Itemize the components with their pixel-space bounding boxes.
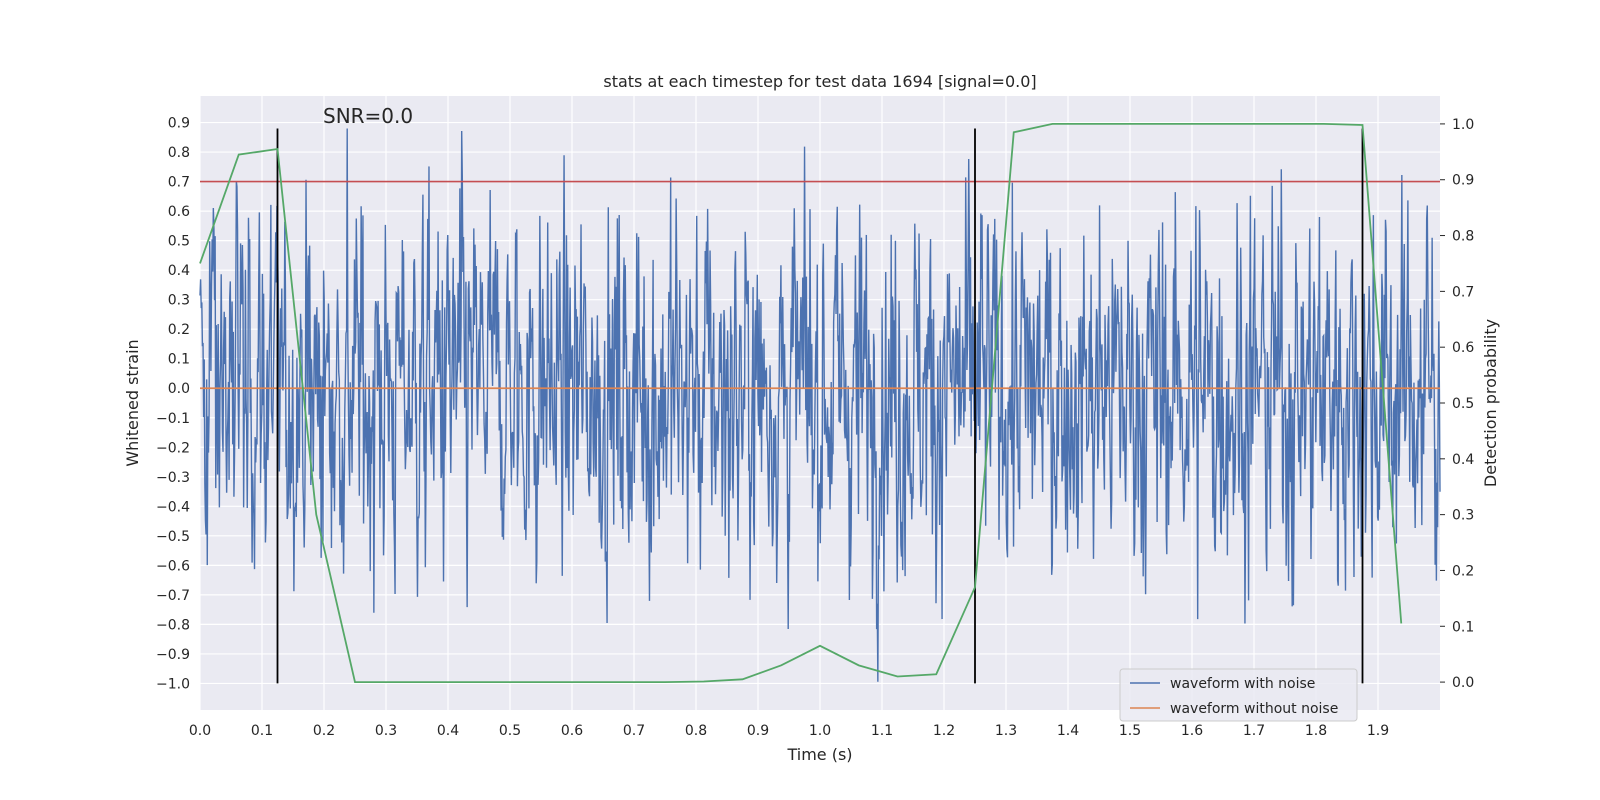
y-tick-label: 0.0 bbox=[168, 381, 190, 397]
y2-tick-label: 0.6 bbox=[1452, 340, 1474, 356]
x-tick-label: 0.6 bbox=[561, 723, 583, 739]
x-tick-label: 1.3 bbox=[995, 723, 1017, 739]
y2-tick-label: 0.4 bbox=[1452, 452, 1474, 468]
y-tick-label: 0.4 bbox=[168, 263, 190, 279]
series-detection-probability bbox=[199, 123, 1403, 683]
y2-tick-label: 1.0 bbox=[1452, 117, 1474, 133]
y2-tick-label: 0.1 bbox=[1452, 619, 1474, 635]
snr-annotation: SNR=0.0 bbox=[323, 104, 413, 128]
x-tick-label: 0.0 bbox=[189, 723, 211, 739]
y2-tick-label: 0.8 bbox=[1452, 229, 1474, 245]
legend-label-noise: waveform with noise bbox=[1170, 676, 1315, 692]
x-tick-label: 0.7 bbox=[623, 723, 645, 739]
y2-tick-label: 0.7 bbox=[1452, 284, 1474, 300]
x-tick-label: 1.7 bbox=[1243, 723, 1265, 739]
y2-tick-label: 0.3 bbox=[1452, 508, 1474, 524]
x-tick-label: 0.5 bbox=[499, 723, 521, 739]
x-tick-label: 0.2 bbox=[313, 723, 335, 739]
y-tick-label: 0.1 bbox=[168, 352, 190, 368]
y-tick-label: −0.6 bbox=[156, 558, 190, 574]
x-axis-label: Time (s) bbox=[786, 745, 852, 764]
y2-axis-ticks: 1.0 0.9 0.8 0.7 0.6 0.5 0.4 0.3 0.2 0.1 0.0 bbox=[1440, 117, 1474, 691]
y-tick-label: 0.9 bbox=[168, 116, 190, 132]
y-axis-label: Whitened strain bbox=[123, 339, 142, 466]
y-tick-label: 0.5 bbox=[168, 234, 190, 250]
y-tick-label: −0.1 bbox=[156, 411, 190, 427]
y-tick-label: −0.8 bbox=[156, 617, 190, 633]
x-tick-label: 1.1 bbox=[871, 723, 893, 739]
y2-tick-label: 0.2 bbox=[1452, 563, 1474, 579]
y-tick-label: 0.3 bbox=[168, 293, 190, 309]
x-tick-label: 0.8 bbox=[685, 723, 707, 739]
y-tick-label: 0.2 bbox=[168, 322, 190, 338]
y-tick-label: −0.2 bbox=[156, 440, 190, 456]
x-tick-label: 1.9 bbox=[1367, 723, 1389, 739]
y2-tick-label: 0.5 bbox=[1452, 396, 1474, 412]
y-tick-label: −1.0 bbox=[156, 676, 190, 692]
x-tick-label: 1.6 bbox=[1181, 723, 1203, 739]
grid bbox=[199, 96, 1440, 710]
legend-box bbox=[1119, 668, 1358, 722]
legend: waveform with noise waveform without noi… bbox=[1119, 668, 1358, 722]
x-axis-ticks: 0.0 0.1 0.2 0.3 0.4 0.5 0.6 0.7 0.8 0.9 1.0 1.1 1.2 1… bbox=[189, 723, 1389, 739]
y-tick-label: −0.9 bbox=[156, 647, 190, 663]
y-tick-label: −0.7 bbox=[156, 588, 190, 604]
series-waveform-with-noise bbox=[199, 128, 1441, 682]
y-tick-label: −0.3 bbox=[156, 470, 190, 486]
x-tick-label: 0.1 bbox=[251, 723, 273, 739]
y-tick-label: 0.7 bbox=[168, 175, 190, 191]
x-tick-label: 1.5 bbox=[1119, 723, 1141, 739]
chart-title: stats at each timestep for test data 169… bbox=[603, 72, 1036, 91]
x-tick-label: 1.2 bbox=[933, 723, 955, 739]
y2-tick-label: 0.0 bbox=[1452, 675, 1474, 691]
y-tick-label: 0.8 bbox=[168, 145, 190, 161]
y2-axis-label: Detection probability bbox=[1481, 319, 1500, 487]
y-tick-label: 0.6 bbox=[168, 204, 190, 220]
y-tick-label: −0.4 bbox=[156, 499, 190, 515]
series-layer bbox=[199, 123, 1441, 684]
x-tick-label: 1.0 bbox=[809, 723, 831, 739]
y-tick-label: −0.5 bbox=[156, 529, 190, 545]
legend-label-clean: waveform without noise bbox=[1170, 701, 1338, 717]
x-tick-label: 0.4 bbox=[437, 723, 459, 739]
x-tick-label: 1.8 bbox=[1305, 723, 1327, 739]
y-axis-ticks: 0.9 0.8 0.7 0.6 0.5 0.4 0.3 0.2 0.1 0.0 −0.1 −0.2 −0… bbox=[156, 116, 190, 693]
y2-tick-label: 0.9 bbox=[1452, 173, 1474, 189]
x-tick-label: 0.3 bbox=[375, 723, 397, 739]
x-tick-label: 0.9 bbox=[747, 723, 769, 739]
x-tick-label: 1.4 bbox=[1057, 723, 1079, 739]
